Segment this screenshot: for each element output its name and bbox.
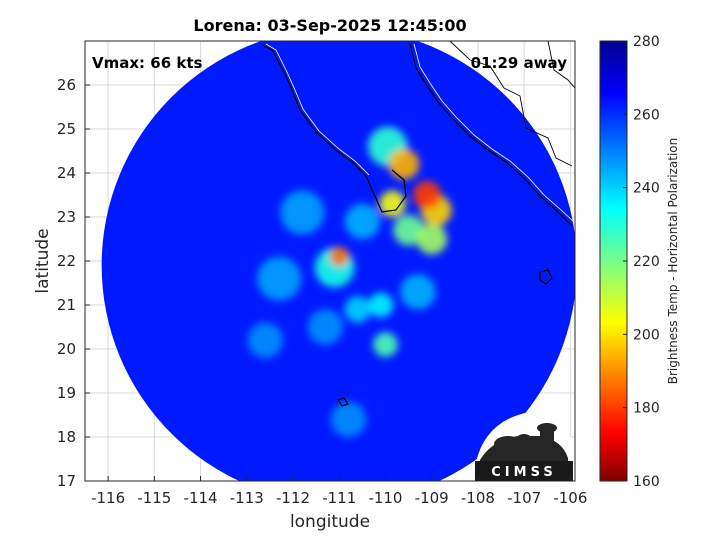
- baja-coastline: [261, 44, 407, 213]
- colorbar-ticks: 160 180 200 220 240 260 280: [623, 34, 660, 490]
- brightness-cell: [330, 401, 367, 437]
- island: [337, 397, 349, 407]
- colorbar-tick-label: 220: [633, 254, 660, 270]
- brightness-cell: [379, 190, 406, 217]
- brightness-cell: [280, 190, 325, 235]
- y-axis: 17 18 19 20 21 22 23 24 25 26: [57, 76, 90, 490]
- y-tick-label: 17: [57, 472, 76, 490]
- x-axis: -116 -115 -114 -113 -112 -111 -110 -109 -108 -107…: [91, 476, 587, 507]
- state-border: [547, 41, 575, 89]
- x-tick-label: -108: [461, 489, 495, 507]
- x-tick-label: -109: [415, 489, 449, 507]
- y-tick-label: 21: [57, 296, 76, 314]
- y-tick-label: 26: [57, 76, 76, 94]
- y-tick-label: 23: [57, 208, 76, 226]
- x-tick-label: -115: [137, 489, 171, 507]
- x-tick-label: -106: [553, 489, 587, 507]
- colorbar-tick-label: 240: [633, 181, 660, 197]
- cimss-logo: CIMSS: [475, 412, 573, 481]
- brightness-cell: [400, 274, 436, 310]
- brightness-cell: [344, 296, 371, 323]
- colorbar-tick-label: 280: [633, 34, 660, 50]
- x-tick-label: -113: [230, 489, 264, 507]
- cimss-logo-text: CIMSS: [491, 465, 556, 480]
- x-tick-label: -114: [184, 489, 218, 507]
- colorbar-label: Brightness Temp - Horizontal Polarizatio…: [666, 138, 680, 385]
- brightness-cell: [307, 309, 343, 345]
- y-tick-label: 20: [57, 340, 76, 358]
- mainland-coastline-outline: [413, 43, 575, 223]
- colorbar: [599, 40, 628, 482]
- x-tick-label: -111: [322, 489, 356, 507]
- colorbar-tick-label: 160: [633, 474, 660, 490]
- brightness-cell: [388, 148, 420, 180]
- state-border: [449, 41, 573, 167]
- y-tick-label: 24: [57, 164, 76, 182]
- brightness-cell: [344, 203, 380, 239]
- y-axis-label: latitude: [33, 228, 53, 293]
- microwave-swath: [101, 41, 575, 481]
- colorbar-tick-label: 260: [633, 107, 660, 123]
- y-tick-label: 25: [57, 120, 76, 138]
- x-axis-label: longitude: [290, 512, 370, 532]
- colorbar-tick-label: 180: [633, 401, 660, 417]
- baja-coastline-outline: [265, 43, 370, 176]
- colorbar-tick-label: 200: [633, 327, 660, 343]
- mainland-coastline: [409, 43, 573, 227]
- x-tick-label: -107: [507, 489, 541, 507]
- coastline: [261, 41, 575, 407]
- x-tick-label: -112: [276, 489, 310, 507]
- y-tick-label: 22: [57, 252, 76, 270]
- brightness-cell: [373, 332, 398, 357]
- x-tick-label: -116: [91, 489, 125, 507]
- x-tick-label: -110: [368, 489, 402, 507]
- chart-title: Lorena: 03-Sep-2025 12:45:00: [193, 16, 466, 35]
- brightness-cell: [393, 214, 424, 246]
- island: [539, 269, 553, 285]
- vmax-label: Vmax: 66 kts: [92, 54, 202, 72]
- brightness-cell: [247, 322, 283, 358]
- brightness-cell: [329, 246, 349, 267]
- y-tick-label: 18: [57, 428, 76, 446]
- brightness-cell: [412, 180, 442, 210]
- time-away-label: 01:29 away: [471, 54, 568, 72]
- y-tick-label: 19: [57, 384, 76, 402]
- brightness-cell: [416, 223, 448, 255]
- brightness-cell: [368, 292, 394, 318]
- brightness-cell: [257, 256, 302, 301]
